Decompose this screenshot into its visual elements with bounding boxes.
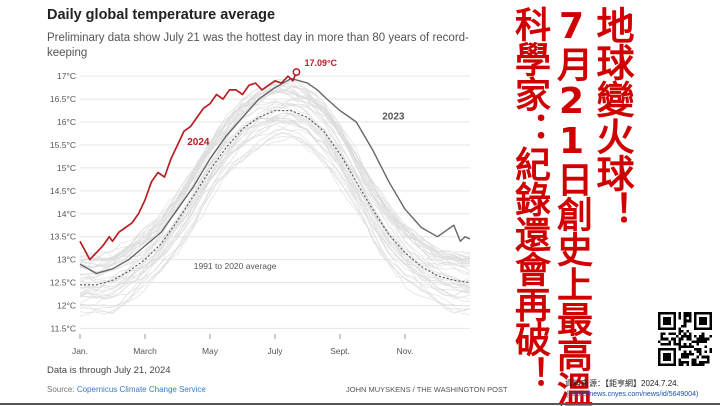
historical-year-line [79,104,471,286]
historical-year-line [79,92,471,276]
historical-year-line [79,113,471,294]
axis-labels: 11.5°C 12°C 12.5°C 13°C 13.5°C 14°C 14.5°C 15°C… [50,71,414,356]
historical-year-line [79,91,471,268]
chart-panel: Daily global temperature average Prelimi… [47,7,508,394]
x-tick-label: March [133,346,157,356]
headline-line-2: 7月21日創史上最高溫 [551,6,592,406]
source-link[interactable]: Copernicus Climate Change Service [76,385,206,394]
average-label: 1991 to 2020 average [194,261,277,271]
y-tick-label: 12.5°C [50,278,76,288]
series-2023-line [79,77,471,275]
x-tick-label: Jan. [72,346,88,356]
historical-year-line [79,103,471,282]
source-line: Source: Copernicus Climate Change Servic… [47,385,206,394]
historical-year-line [79,99,471,276]
y-tick-label: 14°C [57,209,76,219]
series-2024-line [79,71,298,261]
y-tick-label: 17°C [57,71,76,81]
historical-year-line [79,80,471,263]
grid-lines [79,75,470,339]
historical-year-line [79,80,471,261]
y-tick-label: 15.5°C [50,140,76,150]
data-note: Data is through July 21, 2024 [47,365,171,376]
historical-year-line [79,120,471,300]
annotations: 17.09°C 2024 2023 1991 to 2020 average [187,58,405,271]
chart-subtitle: Preliminary data show July 21 was the ho… [47,32,469,59]
reference-url[interactable]: (https://news.cnyes.com/news/id/5649004) [566,391,699,398]
historical-year-line [79,136,471,317]
y-tick-label: 14.5°C [50,186,76,196]
historical-year-line [79,128,471,308]
reference-source: 資料來源：【鉅亨網】2024.7.24. [565,379,679,388]
headline-line-1: 地球變火球！ [590,6,634,228]
series-lines [79,71,471,286]
headline-line-3: 科學家：紀錄還會再破！ [509,6,550,391]
chart-title: Daily global temperature average [47,7,276,23]
historical-year-line [79,81,471,267]
historical-year-line [79,103,471,281]
y-tick-label: 16°C [57,117,76,127]
historical-year-line [79,86,471,267]
y-tick-label: 12°C [57,300,76,310]
historical-year-line [79,133,471,315]
credit-line: JOHN MUYSKENS / THE WASHINGTON POST [346,385,508,394]
average-1991-2020-line [80,110,471,286]
record-value-label: 17.09°C [304,58,337,68]
historical-year-line [79,111,471,289]
y-tick-label: 16.5°C [50,94,76,104]
qr-code-icon[interactable] [658,312,712,366]
record-point-marker [292,68,301,76]
historical-year-line [79,101,471,283]
historical-year-line [79,87,471,270]
historical-year-line [79,99,471,276]
historical-year-line [79,117,471,299]
historical-year-line [79,136,471,315]
historical-years-band [79,78,471,317]
historical-year-line [79,85,471,263]
historical-year-line [79,131,471,313]
x-tick-label: May [202,346,219,356]
historical-year-line [79,89,471,268]
historical-year-line [79,124,471,306]
bottom-divider [0,403,720,405]
y-tick-label: 15°C [57,163,76,173]
series-2024-label: 2024 [187,137,210,148]
x-tick-label: Sept. [330,346,350,356]
historical-year-line [79,117,471,300]
historical-year-line [79,120,471,299]
y-tick-label: 13.5°C [50,232,76,242]
series-2023-label: 2023 [382,112,405,123]
y-tick-label: 11.5°C [51,323,76,333]
source-label: Source: [47,385,75,394]
x-tick-label: July [267,346,283,356]
x-tick-label: Nov. [397,346,414,356]
y-tick-label: 13°C [57,255,76,265]
temperature-chart: 11.5°C 12°C 12.5°C 13°C 13.5°C 14°C 14.5°C 15°C… [50,58,471,356]
